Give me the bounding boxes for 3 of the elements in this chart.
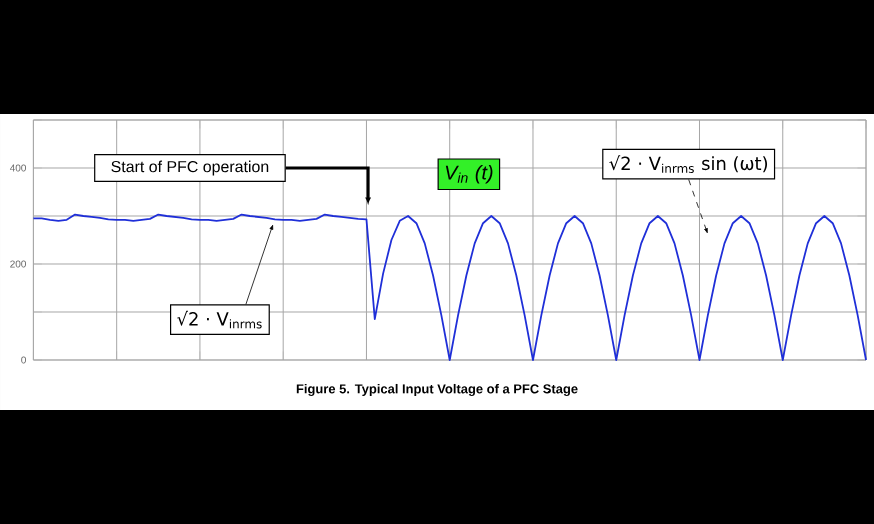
annotation: √2 · V$_{inrms}$ bbox=[177, 310, 262, 329]
annotation: V$_{in}$ (t) bbox=[445, 164, 493, 184]
annotation: √2 · V$_{inrms}$ sin (ωt) bbox=[609, 155, 768, 173]
